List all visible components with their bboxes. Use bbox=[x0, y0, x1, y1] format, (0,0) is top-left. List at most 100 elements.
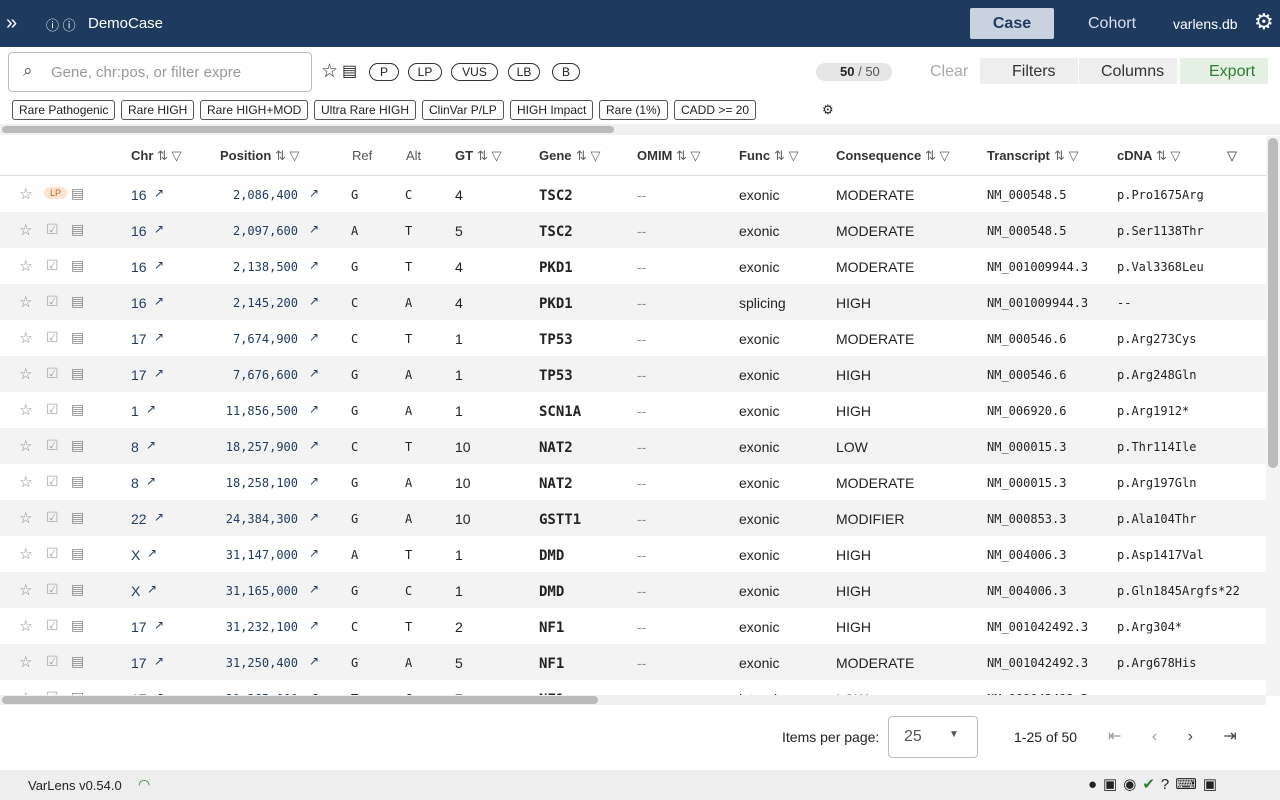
link-icon[interactable]: ↗ bbox=[146, 474, 157, 488]
review-button[interactable]: ☑ bbox=[46, 437, 59, 453]
table-row[interactable]: ☆ ☑ ▤ X ↗ 31,147,000 A T 1 DMD -- exonic HIGH NM_0040… bbox=[0, 536, 1266, 573]
link-icon[interactable]: ↗ bbox=[154, 510, 165, 524]
link-icon[interactable]: ↗ bbox=[146, 438, 157, 452]
star-button[interactable]: ☆ bbox=[19, 618, 33, 635]
link-icon[interactable]: ↗ bbox=[309, 294, 320, 308]
comment-button[interactable]: ▤ bbox=[71, 653, 85, 669]
link-icon[interactable]: ↗ bbox=[154, 618, 165, 632]
column-icons[interactable]: ⇅ ▽ bbox=[157, 148, 182, 163]
comment-button[interactable]: ▤ bbox=[71, 545, 85, 561]
link-icon[interactable]: ↗ bbox=[154, 186, 165, 200]
preset-chip[interactable]: HIGH Impact bbox=[510, 100, 594, 120]
column-header[interactable]: Transcript bbox=[987, 148, 1050, 163]
h-thumb[interactable] bbox=[2, 696, 598, 704]
help-icons[interactable]: ⓘ ⓘ bbox=[46, 18, 76, 33]
review-button[interactable]: ☑ bbox=[46, 653, 59, 669]
link-icon[interactable]: ↗ bbox=[309, 474, 320, 488]
table-row[interactable]: ☆ ☑ ▤ 22 ↗ 24,384,300 G A 10 GSTT1 -- exonic MODIFIE… bbox=[0, 500, 1266, 537]
column-icons[interactable]: ⇅ ▽ bbox=[676, 148, 701, 163]
review-button[interactable]: ☑ bbox=[46, 329, 59, 345]
review-button[interactable]: ☑ bbox=[46, 581, 59, 597]
star-button[interactable]: ☆ bbox=[19, 474, 33, 491]
preset-chip[interactable]: Rare Pathogenic bbox=[12, 100, 116, 120]
star-button[interactable]: ☆ bbox=[19, 366, 33, 383]
link-icon[interactable]: ↗ bbox=[309, 546, 320, 560]
column-icons[interactable]: ⇅ ▽ bbox=[1156, 148, 1181, 163]
comment-button[interactable]: ▤ bbox=[71, 221, 85, 237]
cohort-tab[interactable]: Cohort bbox=[1088, 15, 1137, 32]
link-icon[interactable]: ↗ bbox=[154, 690, 164, 695]
column-header[interactable]: cDNA bbox=[1117, 148, 1153, 163]
review-button[interactable]: ☑ bbox=[46, 293, 59, 309]
column-header[interactable]: Gene bbox=[539, 148, 572, 163]
star-button[interactable]: ☆ bbox=[19, 510, 33, 527]
preset-chip[interactable]: Rare HIGH bbox=[121, 100, 195, 120]
column-header[interactable]: Func bbox=[739, 148, 771, 163]
link-icon[interactable]: ↗ bbox=[309, 438, 320, 452]
column-icons[interactable]: ⇅ ▽ bbox=[576, 148, 601, 163]
table-row[interactable]: ☆ ☑ ▤ 16 ↗ 2,145,200 C A 4 PKD1 -- splicing HIGH NM_0… bbox=[0, 284, 1266, 321]
review-button[interactable]: ☑ bbox=[46, 473, 59, 489]
comment-button[interactable]: ▤ bbox=[71, 509, 85, 525]
link-icon[interactable]: ↗ bbox=[309, 186, 320, 200]
scroll-thumb[interactable] bbox=[2, 126, 614, 133]
table-row[interactable]: ☆ ☑ ▤ 8 ↗ 18,258,100 G A 10 NAT2 -- exonic MODERATE N… bbox=[0, 464, 1266, 501]
filters-button[interactable]: Filters bbox=[1012, 63, 1056, 80]
clear-button[interactable]: Clear bbox=[930, 63, 969, 80]
search-box[interactable]: ⌕ Gene, chr:pos, or filter expre bbox=[8, 52, 312, 92]
link-icon[interactable]: ↗ bbox=[154, 654, 165, 668]
star-button[interactable]: ☆ bbox=[19, 258, 33, 275]
table-row[interactable]: ☆ ☑ ▤ 17 ↗ 7,674,900 C T 1 TP53 -- exonic MODERATE NM… bbox=[0, 320, 1266, 357]
link-icon[interactable]: ↗ bbox=[309, 402, 320, 416]
link-icon[interactable]: ↗ bbox=[147, 546, 158, 560]
star-button[interactable]: ☆ bbox=[19, 654, 33, 671]
link-icon[interactable]: ↗ bbox=[309, 366, 320, 380]
table-row[interactable]: ☆ ☑ ▤ 16 ↗ 2,097,600 A T 5 TSC2 -- exonic MODERATE NM… bbox=[0, 212, 1266, 249]
quick-filter[interactable]: LB bbox=[508, 63, 540, 81]
star-button[interactable]: ☆ bbox=[19, 186, 33, 203]
preset-chip[interactable]: Rare HIGH+MOD bbox=[200, 100, 309, 120]
preset-chip[interactable]: Rare (1%) bbox=[599, 100, 668, 120]
comment-button[interactable]: ▤ bbox=[71, 689, 84, 695]
link-icon[interactable]: ↗ bbox=[309, 618, 320, 632]
link-icon[interactable]: ↗ bbox=[154, 366, 165, 380]
table-row[interactable]: ☆ ☑ ▤ 17 ↗ 31,265,000 T C 7 NF1 -- intronic LOW NM_00… bbox=[0, 680, 1266, 695]
review-button[interactable]: ☑ bbox=[46, 221, 59, 237]
quick-filter[interactable]: P bbox=[369, 63, 399, 81]
link-icon[interactable]: ↗ bbox=[154, 258, 165, 272]
preset-settings[interactable]: ⚙ bbox=[822, 102, 834, 117]
link-icon[interactable]: ↗ bbox=[309, 330, 320, 344]
column-icons[interactable]: ⇅ ▽ bbox=[774, 148, 799, 163]
quick-filter[interactable]: LP bbox=[408, 63, 442, 81]
review-button[interactable]: ☑ bbox=[46, 509, 59, 525]
table-row[interactable]: ☆ ☑ ▤ 17 ↗ 7,676,600 G A 1 TP53 -- exonic HIGH NM_000… bbox=[0, 356, 1266, 393]
column-header[interactable]: GT bbox=[455, 148, 474, 163]
review-button[interactable]: ☑ bbox=[46, 257, 59, 273]
quick-filter[interactable]: VUS bbox=[451, 63, 498, 81]
star-filter[interactable]: ☆ bbox=[321, 61, 339, 82]
table-row[interactable]: ☆ ☑ ▤ 1 ↗ 11,856,500 G A 1 SCN1A -- exonic HIGH NM_00… bbox=[0, 392, 1266, 429]
review-button[interactable]: ☑ bbox=[46, 617, 59, 633]
review-button[interactable]: ☑ bbox=[46, 545, 59, 561]
comment-button[interactable]: ▤ bbox=[71, 293, 85, 309]
review-button[interactable]: ☑ bbox=[46, 689, 59, 695]
column-header[interactable]: Alt bbox=[406, 148, 422, 163]
table-row[interactable]: ☆ ☑ ▤ 17 ↗ 31,232,100 C T 2 NF1 -- exonic HIGH NM_001… bbox=[0, 608, 1266, 645]
table-row[interactable]: ☆ ☑ ▤ X ↗ 31,165,000 G C 1 DMD -- exonic HIGH NM_0040… bbox=[0, 572, 1266, 609]
column-header[interactable]: Position bbox=[220, 148, 272, 163]
comment-button[interactable]: ▤ bbox=[71, 473, 85, 489]
link-icon[interactable]: ↗ bbox=[154, 294, 165, 308]
case-tab[interactable]: Case bbox=[970, 8, 1054, 39]
star-button[interactable]: ☆ bbox=[19, 689, 32, 695]
preset-chip[interactable]: ClinVar P/LP bbox=[422, 100, 504, 120]
table-row[interactable]: ☆ ☑ ▤ 16 ↗ 2,138,500 G T 4 PKD1 -- exonic MODERATE NM… bbox=[0, 248, 1266, 285]
comment-button[interactable]: ▤ bbox=[71, 437, 85, 453]
comment-button[interactable]: ▤ bbox=[71, 185, 85, 201]
star-button[interactable]: ☆ bbox=[19, 546, 33, 563]
page-size-select[interactable]: 25 ▼ bbox=[888, 716, 978, 758]
star-button[interactable]: ☆ bbox=[19, 582, 33, 599]
columns-button[interactable]: Columns bbox=[1101, 63, 1165, 80]
export-button[interactable]: Export bbox=[1209, 63, 1256, 80]
link-icon[interactable]: ↗ bbox=[147, 582, 158, 596]
link-icon[interactable]: ↗ bbox=[309, 510, 320, 524]
